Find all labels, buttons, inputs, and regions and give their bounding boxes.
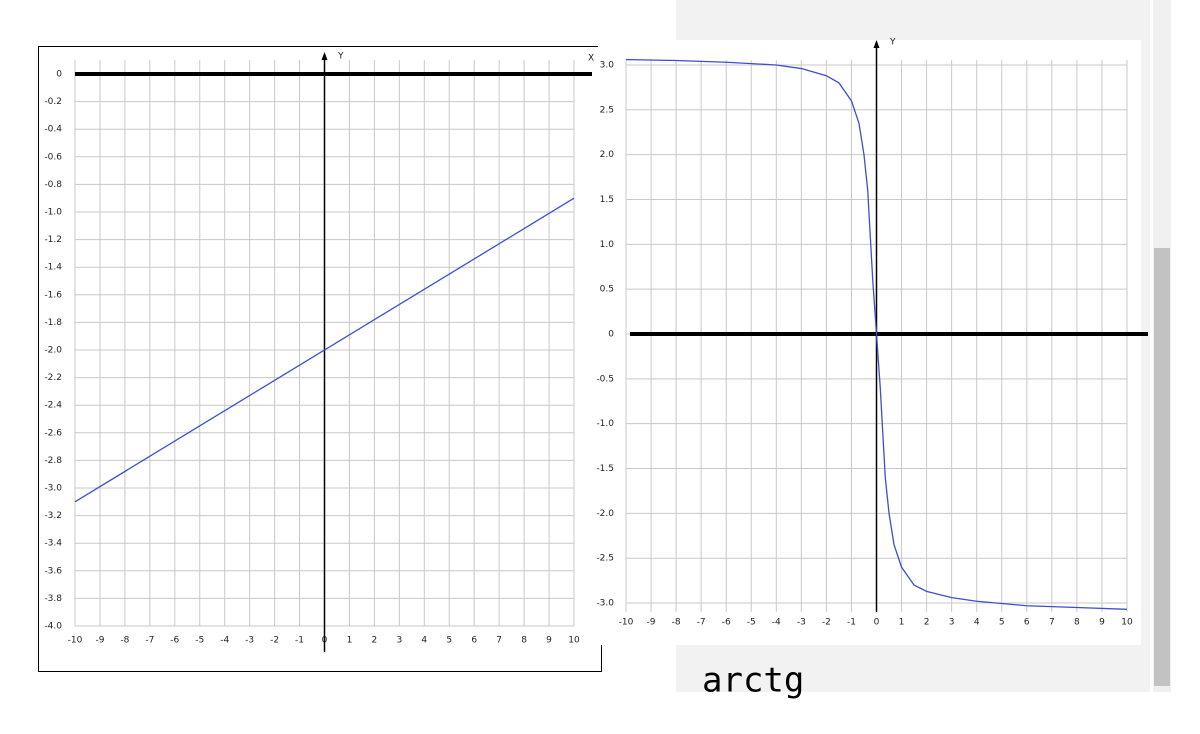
y-tick-label: -2.0	[44, 346, 62, 356]
chart-frame	[38, 46, 602, 672]
y-tick-label: -1.6	[44, 290, 62, 300]
y-tick-label: -3.8	[44, 594, 62, 604]
x-tick-label: -3	[245, 636, 254, 646]
y-tick-label: -2.0	[596, 509, 614, 519]
y-tick-label: -1.0	[44, 208, 62, 218]
y-tick-label: -0.4	[44, 125, 62, 135]
handwritten-annotation: arctg	[702, 661, 804, 701]
y-tick-label: -0.5	[596, 374, 614, 384]
x-tick-label: -10	[68, 636, 83, 646]
y-tick-label: 1.0	[600, 240, 615, 250]
y-tick-label: -3.2	[44, 511, 62, 521]
x-tick-label: -2	[822, 618, 831, 628]
y-tick-label: -1.8	[44, 318, 62, 328]
y-tick-label: -2.4	[44, 401, 62, 411]
x-tick-label: -4	[220, 636, 229, 646]
x-tick-label: 1	[899, 618, 905, 628]
y-tick-label: -2.8	[44, 456, 62, 466]
y-tick-label: -1.0	[596, 419, 614, 429]
y-tick-label: 1.5	[600, 195, 614, 205]
y-tick-label: 0	[56, 70, 62, 80]
y-tick-label: -0.6	[44, 152, 62, 162]
y-tick-label: -3.4	[44, 539, 62, 549]
x-tick-label: 7	[1049, 618, 1055, 628]
chart-frame	[598, 40, 1141, 645]
x-tick-label: 3	[396, 636, 402, 646]
y-tick-label: -2.5	[596, 554, 614, 564]
x-tick-label: 4	[974, 618, 980, 628]
x-tick-label: -2	[270, 636, 279, 646]
x-tick-label: -6	[170, 636, 179, 646]
x-tick-label: -1	[847, 618, 856, 628]
x-tick-label: -5	[195, 636, 204, 646]
x-tick-label: 9	[1099, 618, 1105, 628]
y-axis-arrow	[873, 40, 880, 48]
x-tick-label: -1	[295, 636, 304, 646]
y-tick-label: 2.5	[600, 105, 614, 115]
y-axis-label: Y	[337, 52, 344, 62]
x-tick-label: -4	[772, 618, 781, 628]
x-tick-label: 10	[568, 636, 580, 646]
y-tick-label: 2.0	[600, 150, 615, 160]
x-tick-label: 1	[347, 636, 353, 646]
x-tick-label: -9	[95, 636, 104, 646]
x-tick-label: 5	[999, 618, 1005, 628]
x-tick-label: -8	[672, 618, 681, 628]
scrollbar-thumb[interactable]	[1154, 248, 1170, 686]
data-line	[625, 58, 1128, 610]
x-axis-label: X	[588, 54, 594, 64]
x-tick-label: -6	[722, 618, 731, 628]
x-tick-label: 6	[1024, 618, 1030, 628]
x-tick-label: 3	[949, 618, 955, 628]
y-tick-label: -2.6	[44, 428, 62, 438]
x-tick-label: 2	[372, 636, 378, 646]
x-tick-label: 8	[1074, 618, 1080, 628]
x-tick-label: 6	[471, 636, 477, 646]
y-tick-label: -4.0	[44, 622, 62, 632]
x-tick-label: 5	[446, 636, 452, 646]
x-tick-label: 8	[521, 636, 527, 646]
y-tick-label: -1.5	[596, 464, 614, 474]
y-tick-label: 3.0	[600, 60, 615, 70]
y-axis-arrow	[321, 52, 328, 60]
x-tick-label: -7	[145, 636, 154, 646]
y-tick-label: -3.6	[44, 566, 62, 576]
x-tick-label: -5	[747, 618, 756, 628]
data-line	[74, 197, 575, 503]
y-tick-label: -1.4	[44, 263, 62, 273]
x-tick-label: 0	[874, 618, 880, 628]
x-tick-label: -7	[697, 618, 706, 628]
x-tick-label: 10	[1121, 618, 1133, 628]
y-tick-label: -0.2	[44, 97, 62, 107]
x-tick-label: -10	[619, 618, 634, 628]
y-tick-label: -2.2	[44, 373, 62, 383]
y-tick-label: 0	[608, 330, 614, 340]
x-tick-label: 9	[546, 636, 552, 646]
x-tick-label: -8	[120, 636, 129, 646]
y-tick-label: -0.8	[44, 180, 62, 190]
y-tick-label: 0.5	[600, 285, 614, 295]
y-tick-label: -3.0	[44, 484, 62, 494]
y-axis-label: Y	[889, 38, 896, 48]
x-tick-label: -3	[797, 618, 806, 628]
x-tick-label: 2	[924, 618, 930, 628]
x-tick-label: 4	[421, 636, 427, 646]
x-tick-label: -9	[647, 618, 656, 628]
y-tick-label: -1.2	[44, 235, 62, 245]
y-tick-label: -3.0	[596, 599, 614, 609]
x-tick-label: 7	[496, 636, 502, 646]
